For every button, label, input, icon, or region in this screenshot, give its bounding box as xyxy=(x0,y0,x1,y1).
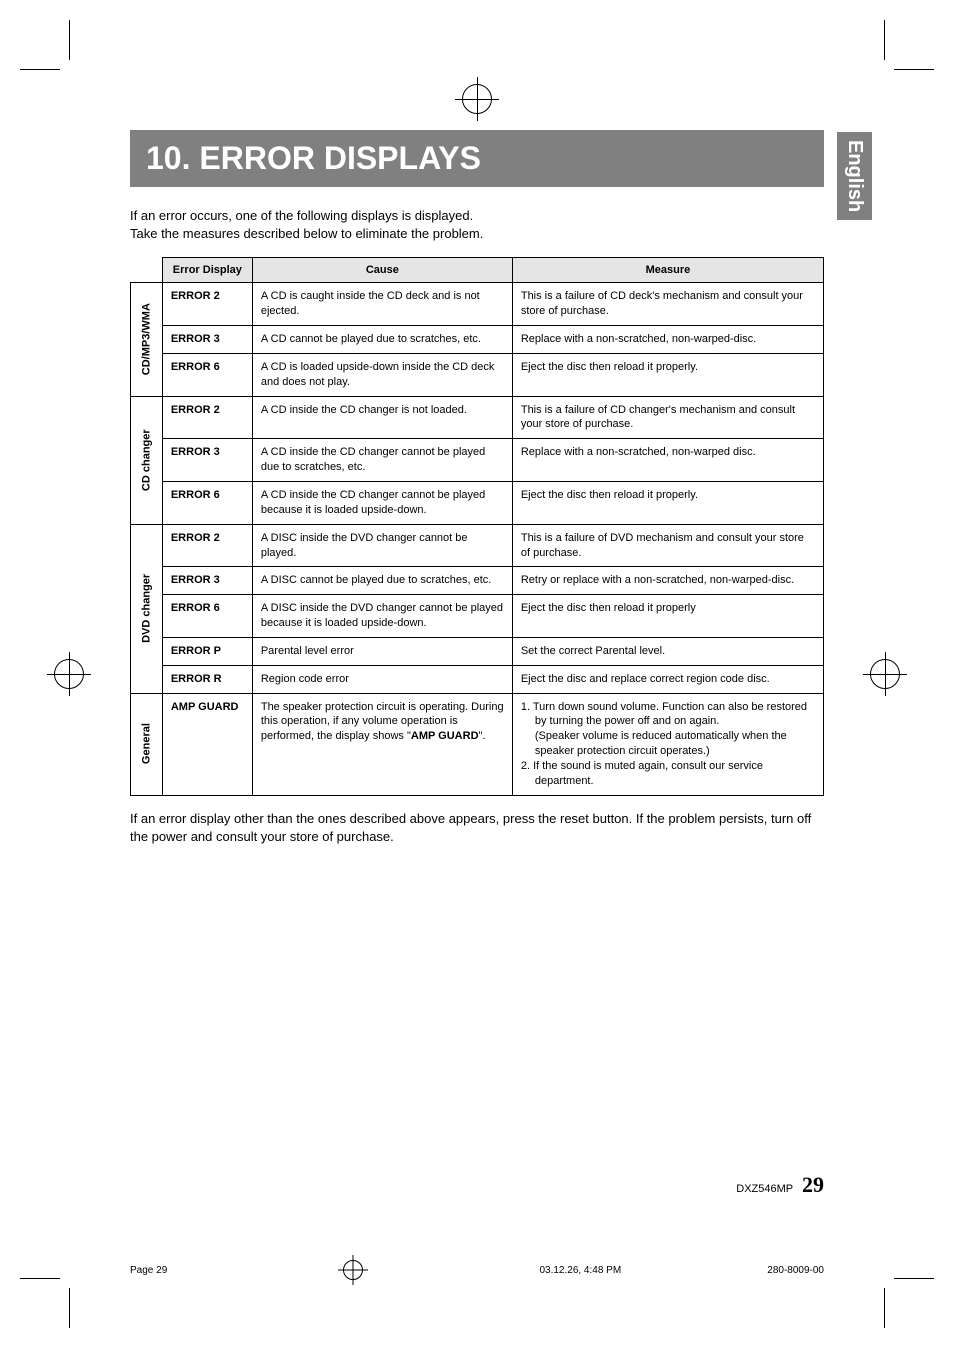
cause-cell: A DISC inside the DVD changer cannot be … xyxy=(252,595,512,638)
table-row: DVD changerERROR 2A DISC inside the DVD … xyxy=(131,524,824,567)
registration-mark xyxy=(462,84,492,114)
print-code: 280-8009-00 xyxy=(767,1265,824,1276)
table-row: ERROR 6A CD inside the CD changer cannot… xyxy=(131,481,824,524)
measure-cell: Retry or replace with a non-scratched, n… xyxy=(512,567,823,595)
language-tab: English xyxy=(837,132,872,220)
crop-mark xyxy=(884,30,924,70)
crop-mark xyxy=(30,1278,70,1318)
error-code: ERROR P xyxy=(162,637,252,665)
error-code: ERROR 2 xyxy=(162,524,252,567)
group-label: General xyxy=(131,693,163,795)
cause-cell: A CD cannot be played due to scratches, … xyxy=(252,326,512,354)
table-row: GeneralAMP GUARDThe speaker protection c… xyxy=(131,693,824,795)
page-number: 29 xyxy=(802,1172,824,1197)
header-measure: Measure xyxy=(512,258,823,283)
measure-cell: Eject the disc then reload it properly xyxy=(512,595,823,638)
cause-cell: A CD is caught inside the CD deck and is… xyxy=(252,283,512,326)
print-page: Page 29 xyxy=(130,1265,167,1276)
group-label: CD/MP3/WMA xyxy=(131,283,163,396)
header-error-display: Error Display xyxy=(162,258,252,283)
measure-cell: This is a failure of CD changer's mechan… xyxy=(512,396,823,439)
cause-cell: A DISC cannot be played due to scratches… xyxy=(252,567,512,595)
table-row: ERROR 3A CD inside the CD changer cannot… xyxy=(131,439,824,482)
section-heading: 10. ERROR DISPLAYS xyxy=(130,130,824,187)
table-row: ERROR RRegion code errorEject the disc a… xyxy=(131,665,824,693)
print-info-bar: Page 29 03.12.26, 4:48 PM 280-8009-00 xyxy=(130,1260,824,1280)
intro-line-1: If an error occurs, one of the following… xyxy=(130,208,473,223)
group-label: CD changer xyxy=(131,396,163,524)
intro-line-2: Take the measures described below to eli… xyxy=(130,226,483,241)
measure-cell: This is a failure of DVD mechanism and c… xyxy=(512,524,823,567)
measure-cell: Set the correct Parental level. xyxy=(512,637,823,665)
table-row: ERROR 3A CD cannot be played due to scra… xyxy=(131,326,824,354)
error-code: AMP GUARD xyxy=(162,693,252,795)
table-row: CD changerERROR 2A CD inside the CD chan… xyxy=(131,396,824,439)
cause-cell: A CD inside the CD changer cannot be pla… xyxy=(252,439,512,482)
error-code: ERROR R xyxy=(162,665,252,693)
table-row: ERROR 6A DISC inside the DVD changer can… xyxy=(131,595,824,638)
measure-cell: 1. Turn down sound volume. Function can … xyxy=(512,693,823,795)
header-cause: Cause xyxy=(252,258,512,283)
model-number: DXZ546MP xyxy=(736,1183,793,1195)
error-code: ERROR 3 xyxy=(162,439,252,482)
registration-mark xyxy=(54,659,84,689)
error-code: ERROR 2 xyxy=(162,283,252,326)
table-row: ERROR 3A DISC cannot be played due to sc… xyxy=(131,567,824,595)
cause-cell: A DISC inside the DVD changer cannot be … xyxy=(252,524,512,567)
error-code: ERROR 3 xyxy=(162,567,252,595)
print-timestamp: 03.12.26, 4:48 PM xyxy=(539,1265,621,1276)
cause-cell: The speaker protection circuit is operat… xyxy=(252,693,512,795)
cause-cell: A CD inside the CD changer cannot be pla… xyxy=(252,481,512,524)
cause-cell: A CD inside the CD changer is not loaded… xyxy=(252,396,512,439)
error-code: ERROR 6 xyxy=(162,353,252,396)
registration-mark xyxy=(870,659,900,689)
error-code: ERROR 2 xyxy=(162,396,252,439)
cause-cell: A CD is loaded upside-down inside the CD… xyxy=(252,353,512,396)
measure-cell: Replace with a non-scratched, non-warped… xyxy=(512,439,823,482)
measure-cell: Eject the disc and replace correct regio… xyxy=(512,665,823,693)
group-label: DVD changer xyxy=(131,524,163,693)
table-row: ERROR PParental level errorSet the corre… xyxy=(131,637,824,665)
crop-mark xyxy=(30,30,70,70)
page-content: English 10. ERROR DISPLAYS If an error o… xyxy=(130,130,824,1198)
measure-cell: Replace with a non-scratched, non-warped… xyxy=(512,326,823,354)
crop-mark xyxy=(884,1278,924,1318)
intro-text: If an error occurs, one of the following… xyxy=(130,207,824,243)
error-code: ERROR 6 xyxy=(162,595,252,638)
outro-text: If an error display other than the ones … xyxy=(130,810,824,846)
cause-cell: Parental level error xyxy=(252,637,512,665)
measure-cell: Eject the disc then reload it properly. xyxy=(512,481,823,524)
table-row: CD/MP3/WMAERROR 2A CD is caught inside t… xyxy=(131,283,824,326)
measure-cell: Eject the disc then reload it properly. xyxy=(512,353,823,396)
cause-cell: Region code error xyxy=(252,665,512,693)
measure-cell: This is a failure of CD deck's mechanism… xyxy=(512,283,823,326)
blank-header xyxy=(131,258,163,283)
registration-mark-small xyxy=(343,1260,363,1280)
error-code: ERROR 3 xyxy=(162,326,252,354)
error-code: ERROR 6 xyxy=(162,481,252,524)
table-row: ERROR 6A CD is loaded upside-down inside… xyxy=(131,353,824,396)
page-footer: DXZ546MP 29 xyxy=(736,1172,824,1198)
error-table: Error Display Cause Measure CD/MP3/WMAER… xyxy=(130,257,824,795)
